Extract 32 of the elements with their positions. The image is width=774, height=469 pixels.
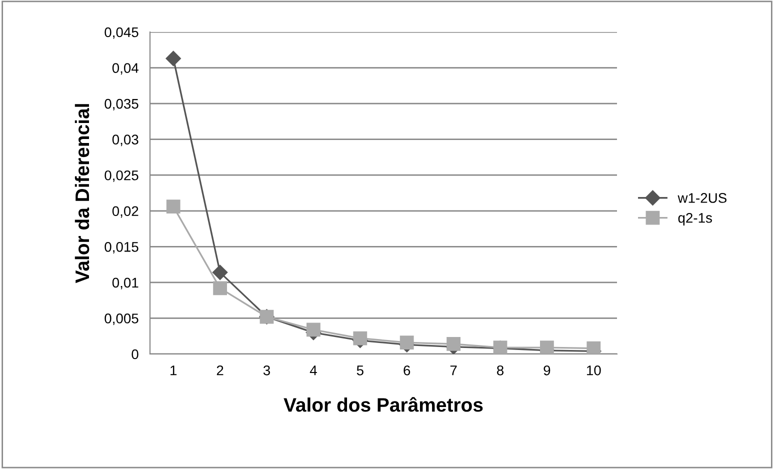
point (212, 264, 228, 280)
point (400, 336, 414, 350)
point (166, 50, 181, 66)
x-tick-label: 2 (216, 365, 224, 376)
y-tick-label: 0,005 (104, 314, 138, 326)
y-tick-label: 0 (132, 349, 138, 360)
y-axis-title: Valor da Diferencial (74, 104, 90, 284)
y-tick-label: 0,02 (112, 206, 138, 218)
legend-label: q2-1s (678, 212, 712, 226)
y-tick-label: 0,01 (112, 278, 138, 290)
x-tick-label: 7 (450, 366, 457, 376)
y-tick-label: 0,015 (104, 242, 138, 254)
x-axis-title: Valor dos Parâmetros (284, 397, 483, 412)
point (213, 281, 227, 296)
x-tick-label: 9 (544, 365, 550, 376)
point (306, 322, 320, 337)
x-tick-label: 1 (170, 366, 177, 376)
x-tick-label: 6 (404, 365, 410, 376)
point (166, 200, 180, 214)
x-tick-label: 8 (496, 365, 504, 376)
y-tick-label: 0,03 (112, 134, 138, 146)
legend-label: w1-2US (678, 193, 726, 203)
point (353, 331, 368, 346)
y-tick-label: 0,025 (104, 170, 138, 182)
x-tick-label: 5 (356, 366, 364, 376)
y-tick-label: 0,045 (104, 27, 138, 39)
y-tick-label: 0,035 (104, 98, 138, 110)
point (446, 337, 460, 351)
x-tick-label: 10 (586, 365, 601, 376)
x-tick-label: 4 (310, 366, 317, 376)
y-tick-label: 0,04 (112, 63, 138, 75)
x-tick-label: 3 (263, 365, 270, 376)
